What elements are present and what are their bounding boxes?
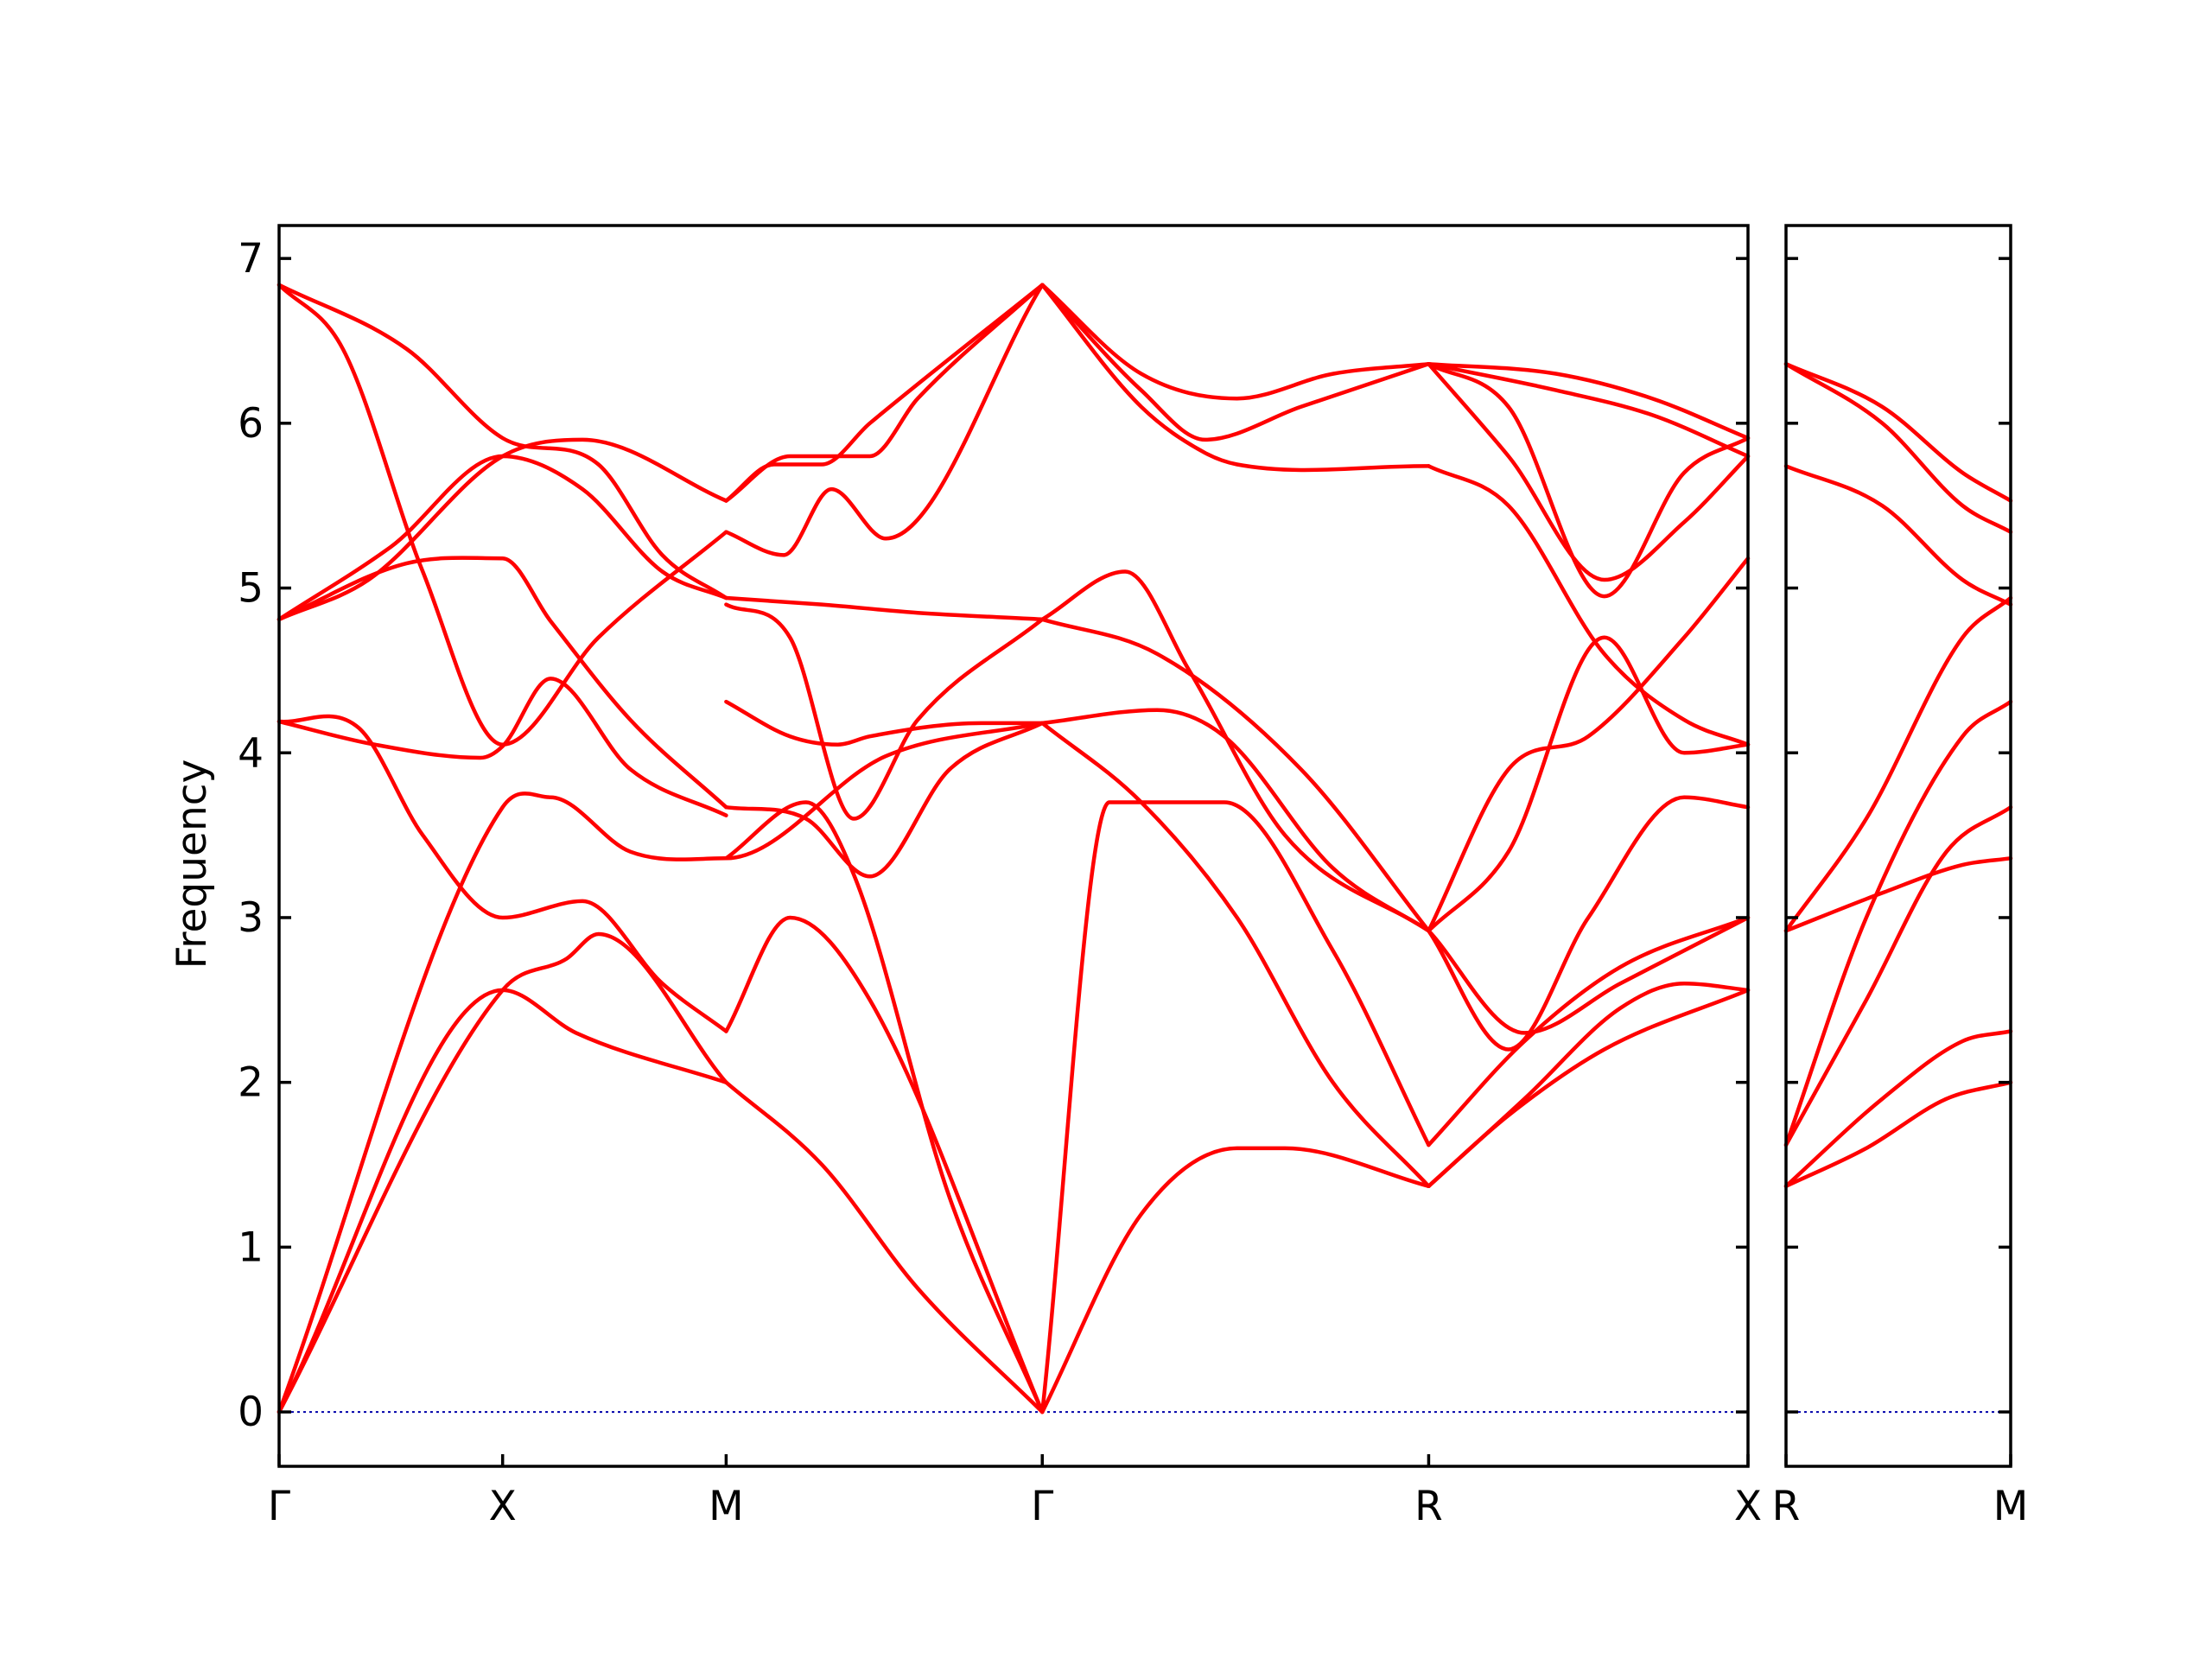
panel-side-band-4 xyxy=(1783,856,2013,933)
panel-main-band-19 xyxy=(724,283,1045,503)
panel-main-band-28 xyxy=(1040,283,1431,442)
panel-main-band-23 xyxy=(1040,721,1431,1189)
panel-side-band-7 xyxy=(1783,464,2013,607)
panel-main-band-2 xyxy=(276,931,728,1414)
ytick-label: 3 xyxy=(238,894,264,942)
panel-side-xtick-label-2: M xyxy=(1993,1483,2029,1530)
panel-main-band-29 xyxy=(1040,283,1431,401)
panel-main-band-10 xyxy=(276,283,728,601)
ytick-label: 1 xyxy=(238,1224,264,1271)
panel-side-band-9 xyxy=(1783,361,2013,503)
panel-main-band-31 xyxy=(1427,988,1751,1189)
ytick-label: 0 xyxy=(238,1389,264,1436)
panel-main-band-6 xyxy=(276,556,728,810)
panel-main-band-34 xyxy=(1427,795,1751,1052)
panel-main-band-41 xyxy=(1427,361,1751,441)
axes-frames xyxy=(277,224,2012,1468)
y-axis-label: Frequency xyxy=(168,760,216,969)
panel-main-band-33 xyxy=(1427,915,1751,1035)
panel-side-xtick-label-1: R xyxy=(1772,1483,1801,1530)
panel-side-band-1 xyxy=(1783,1080,2013,1189)
panel-main-band-20 xyxy=(724,283,1045,503)
axis-ticks xyxy=(277,257,2012,1466)
panel-main-band-14 xyxy=(724,721,1045,879)
panel-main-band-37 xyxy=(1427,464,1751,747)
band-lines xyxy=(276,283,2013,1414)
panel-main-band-32 xyxy=(1427,915,1751,1147)
panel-main-xtick-label-5: R xyxy=(1414,1483,1443,1530)
panel-side-band-3 xyxy=(1783,804,2013,1147)
panel-main-band-4 xyxy=(276,714,728,1033)
panel-main-band-18 xyxy=(724,283,1045,557)
panel-main-band-21 xyxy=(1040,1146,1431,1414)
panel-main-xtick-label-2: X xyxy=(489,1483,517,1530)
ytick-label: 7 xyxy=(238,235,264,283)
panel-main-xtick-label-3: M xyxy=(709,1483,744,1530)
panel-main-band-22 xyxy=(1040,800,1431,1414)
panel-main-band-24 xyxy=(1040,708,1431,933)
panel-main-band-1 xyxy=(276,988,728,1414)
panel-side-band-2 xyxy=(1783,1029,2013,1189)
panel-main-band-15 xyxy=(724,699,1045,747)
panel-main-band-3 xyxy=(276,721,1045,1414)
panel-main-band-39 xyxy=(1427,361,1751,599)
panel-main-xtick-label-6: X xyxy=(1734,1483,1762,1530)
panel-main-band-26 xyxy=(1040,569,1431,933)
panel-main-band-36 xyxy=(1427,556,1751,933)
panel-side-band-6 xyxy=(1783,595,2013,933)
panel-main-band-12 xyxy=(724,915,1045,1414)
panel-main-band-35 xyxy=(1427,635,1751,933)
panel-side-frame xyxy=(1784,224,2012,1468)
panel-main-band-7 xyxy=(276,437,728,622)
panel-main-band-30 xyxy=(1427,981,1751,1189)
panel-main-band-38 xyxy=(1427,361,1751,582)
ytick-label: 6 xyxy=(238,400,264,448)
panel-main-band-17 xyxy=(724,595,1045,622)
panel-side-band-5 xyxy=(1783,699,2013,1147)
panel-main-band-40 xyxy=(1427,361,1751,459)
panel-main-frame xyxy=(277,224,1750,1468)
panel-main-xtick-label-1: Γ xyxy=(268,1483,290,1530)
panel-main-band-13 xyxy=(724,800,1045,1414)
panel-main-band-25 xyxy=(1040,617,1431,933)
ytick-label: 2 xyxy=(238,1059,264,1107)
panel-main-band-16 xyxy=(724,602,1045,821)
panel-main-band-5 xyxy=(276,677,728,817)
panel-side-band-8 xyxy=(1783,361,2013,534)
panel-main-band-9 xyxy=(276,283,728,747)
ytick-label: 5 xyxy=(238,565,264,613)
panel-main-xtick-label-4: Γ xyxy=(1031,1483,1053,1530)
panel-main-band-11 xyxy=(724,1080,1045,1414)
panel-main-band-8 xyxy=(276,454,728,622)
ytick-label: 4 xyxy=(238,729,264,777)
panel-main-band-27 xyxy=(1040,283,1431,473)
